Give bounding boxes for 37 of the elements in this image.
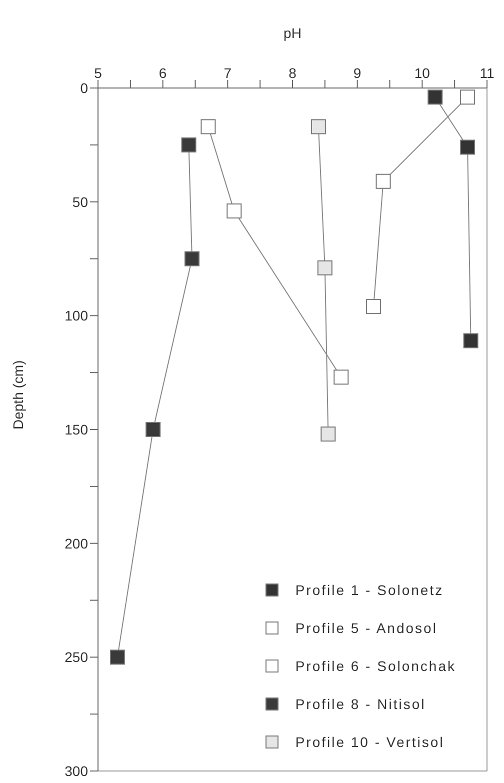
point xyxy=(181,137,196,152)
x-tick-label: 6 xyxy=(158,65,167,81)
y-tick-label: 250 xyxy=(64,649,88,666)
x-tick-label: 10 xyxy=(414,65,430,81)
point xyxy=(334,370,349,385)
point xyxy=(184,251,200,266)
point xyxy=(200,119,216,134)
point xyxy=(320,426,336,442)
point xyxy=(310,119,326,134)
point xyxy=(146,422,161,437)
point xyxy=(460,140,476,155)
legend-label: Profile 10 - Vertisol xyxy=(295,734,444,750)
x-tick-label: 9 xyxy=(353,65,362,81)
y-tick-label: 0 xyxy=(80,80,88,96)
x-tick-label: 8 xyxy=(288,65,297,81)
point xyxy=(226,203,242,218)
legend-label: Profile 8 - Nitisol xyxy=(295,696,426,712)
y-tick-label: 100 xyxy=(64,308,88,324)
point xyxy=(110,650,125,665)
x-axis-title: pH xyxy=(284,24,302,41)
point xyxy=(366,299,382,314)
x-tick-label: 11 xyxy=(480,65,494,81)
y-tick-label: 150 xyxy=(64,421,88,438)
x-tick-label: 7 xyxy=(224,65,232,81)
legend-label: Profile 6 - Solonchak xyxy=(295,658,456,674)
y-tick-label: 200 xyxy=(64,535,88,552)
y-tick-label: 300 xyxy=(64,762,88,779)
y-tick-label: 50 xyxy=(72,194,88,210)
point xyxy=(428,90,443,105)
x-tick-label: 5 xyxy=(94,65,102,81)
y-axis-title: Depth (cm) xyxy=(10,360,26,430)
legend-label: Profile 5 - Andosol xyxy=(295,620,438,636)
point xyxy=(463,333,478,348)
point xyxy=(317,260,332,276)
point xyxy=(460,90,476,105)
legend-label: Profile 1 - Solonetz xyxy=(295,582,444,598)
point xyxy=(376,174,391,189)
